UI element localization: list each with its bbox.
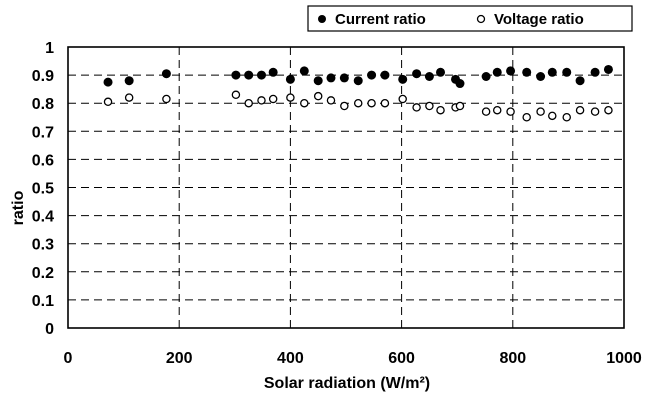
y-axis-title: ratio bbox=[10, 190, 27, 225]
y-tick-label: 0.1 bbox=[32, 293, 54, 310]
current-ratio-point bbox=[326, 73, 336, 83]
voltage-ratio-point bbox=[481, 107, 491, 116]
voltage-ratio-point bbox=[257, 96, 266, 105]
current-ratio-point bbox=[590, 67, 600, 77]
y-tick-label: 0.4 bbox=[32, 209, 54, 226]
voltage-ratio-point bbox=[455, 101, 465, 111]
current-ratio-point bbox=[285, 74, 295, 84]
y-tick-label: 0.6 bbox=[32, 152, 54, 169]
current-ratio-point bbox=[398, 74, 408, 84]
y-tick-label: 0.8 bbox=[32, 96, 54, 113]
voltage-ratio-point bbox=[522, 113, 531, 122]
current-ratio-point bbox=[124, 76, 134, 86]
y-tick-label: 0.7 bbox=[32, 124, 54, 141]
voltage-ratio-point bbox=[103, 97, 113, 107]
voltage-ratio-point bbox=[162, 94, 171, 104]
current-ratio-point bbox=[231, 70, 241, 80]
voltage-ratio-point bbox=[244, 98, 253, 108]
voltage-ratio-point bbox=[340, 101, 349, 111]
current-ratio-point bbox=[103, 77, 113, 87]
voltage-ratio-point bbox=[590, 107, 600, 116]
voltage-ratio-point bbox=[412, 103, 421, 112]
current-ratio-point bbox=[522, 67, 532, 77]
data-points bbox=[103, 64, 613, 122]
current-ratio-point bbox=[244, 70, 254, 80]
voltage-ratio-point bbox=[436, 105, 445, 115]
x-tick-label: 600 bbox=[388, 350, 415, 367]
current-ratio-point bbox=[481, 72, 491, 82]
voltage-ratio-point bbox=[575, 105, 585, 115]
y-tick-label: 0 bbox=[45, 321, 54, 338]
y-tick-label: 1 bbox=[45, 40, 54, 57]
voltage-ratio-point bbox=[353, 98, 363, 108]
voltage-ratio-point bbox=[286, 93, 295, 102]
voltage-ratio-point bbox=[367, 98, 376, 108]
y-tick-label: 0.5 bbox=[32, 181, 54, 198]
voltage-ratio-point bbox=[268, 94, 278, 104]
current-ratio-point bbox=[380, 70, 390, 80]
legend-box bbox=[307, 5, 633, 32]
current-ratio-point bbox=[455, 79, 465, 89]
legend-marker-current bbox=[318, 15, 326, 23]
legend-marker-voltage bbox=[476, 14, 486, 24]
voltage-ratio-point bbox=[604, 105, 613, 115]
current-ratio-point bbox=[436, 67, 446, 77]
voltage-ratio-point bbox=[425, 101, 434, 111]
x-tick-label: 1000 bbox=[606, 350, 642, 367]
y-tick-label: 0.2 bbox=[32, 265, 54, 282]
current-ratio-point bbox=[412, 69, 422, 79]
current-ratio-point bbox=[339, 73, 349, 83]
plot-area-frame bbox=[67, 46, 625, 329]
current-ratio-point bbox=[353, 76, 363, 86]
x-tick-label: 200 bbox=[166, 350, 193, 367]
current-ratio-point bbox=[313, 76, 323, 86]
current-ratio-point bbox=[367, 70, 377, 80]
voltage-ratio-point bbox=[536, 107, 545, 116]
current-ratio-point bbox=[492, 67, 502, 77]
legend: Current ratio Voltage ratio bbox=[307, 5, 633, 32]
x-tick-labels: 0 200 400 600 800 1000 bbox=[64, 350, 642, 367]
voltage-ratio-point bbox=[562, 113, 571, 122]
voltage-ratio-point bbox=[231, 90, 241, 100]
voltage-ratio-point bbox=[506, 107, 515, 116]
voltage-ratio-point bbox=[398, 94, 407, 104]
current-ratio-point bbox=[547, 67, 557, 77]
current-ratio-point bbox=[536, 72, 546, 82]
y-tick-label: 0.9 bbox=[32, 68, 54, 85]
voltage-ratio-point bbox=[124, 93, 134, 102]
voltage-ratio-point bbox=[548, 111, 557, 121]
voltage-ratio-point bbox=[380, 98, 390, 108]
voltage-ratio-point bbox=[492, 105, 502, 115]
current-ratio-point bbox=[256, 70, 266, 80]
x-tick-label: 400 bbox=[277, 350, 304, 367]
legend-label-current: Current ratio bbox=[335, 11, 426, 28]
current-ratio-point bbox=[603, 64, 613, 74]
legend-label-voltage: Voltage ratio bbox=[494, 11, 584, 28]
grid-lines bbox=[68, 47, 624, 328]
y-tick-labels: 0 0.1 0.2 0.3 0.4 0.5 0.6 0.7 0.8 0.9 1 bbox=[32, 40, 54, 338]
current-ratio-point bbox=[424, 72, 434, 82]
voltage-ratio-point bbox=[313, 91, 323, 101]
y-tick-label: 0.3 bbox=[32, 237, 54, 254]
x-tick-label: 0 bbox=[64, 350, 73, 367]
current-ratio-point bbox=[268, 67, 278, 77]
voltage-ratio-point bbox=[300, 98, 309, 108]
x-axis-title: Solar radiation (W/m²) bbox=[264, 375, 430, 392]
current-ratio-point bbox=[575, 76, 585, 86]
current-ratio-point bbox=[161, 69, 171, 79]
current-ratio-point bbox=[562, 67, 572, 77]
voltage-ratio-point bbox=[326, 96, 336, 105]
current-ratio-point bbox=[506, 66, 516, 76]
x-tick-label: 800 bbox=[499, 350, 526, 367]
current-ratio-point bbox=[299, 66, 309, 76]
